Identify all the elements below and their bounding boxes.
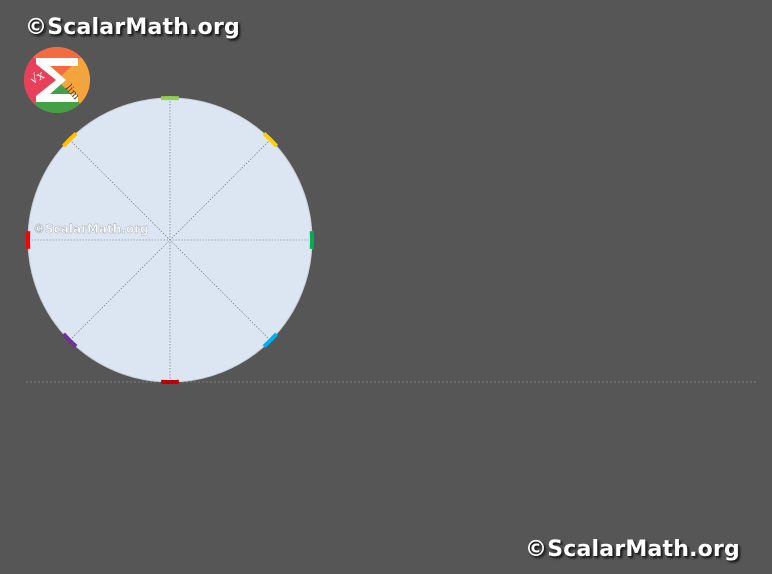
- spokes: [28, 98, 312, 382]
- site-brand-bottom: ©ScalarMath.org: [525, 537, 740, 562]
- site-brand-top: ©ScalarMath.org: [25, 15, 240, 40]
- marker-top-left: [61, 131, 78, 148]
- logo-sqrt-text: √x: [27, 68, 47, 87]
- scalarmath-logo: √x lim: [24, 47, 90, 113]
- marker-bottom-left: [61, 332, 78, 349]
- marker-bottom-right: [262, 332, 279, 349]
- sigma-icon: [36, 58, 78, 102]
- marker-top-right: [262, 131, 279, 148]
- logo-right-wedge: [57, 47, 90, 113]
- rim-markers: [26, 96, 314, 384]
- watermark-text: ©ScalarMath.org: [33, 222, 149, 236]
- logo-left-wedge: [24, 47, 57, 113]
- spoke-line: [69, 139, 271, 341]
